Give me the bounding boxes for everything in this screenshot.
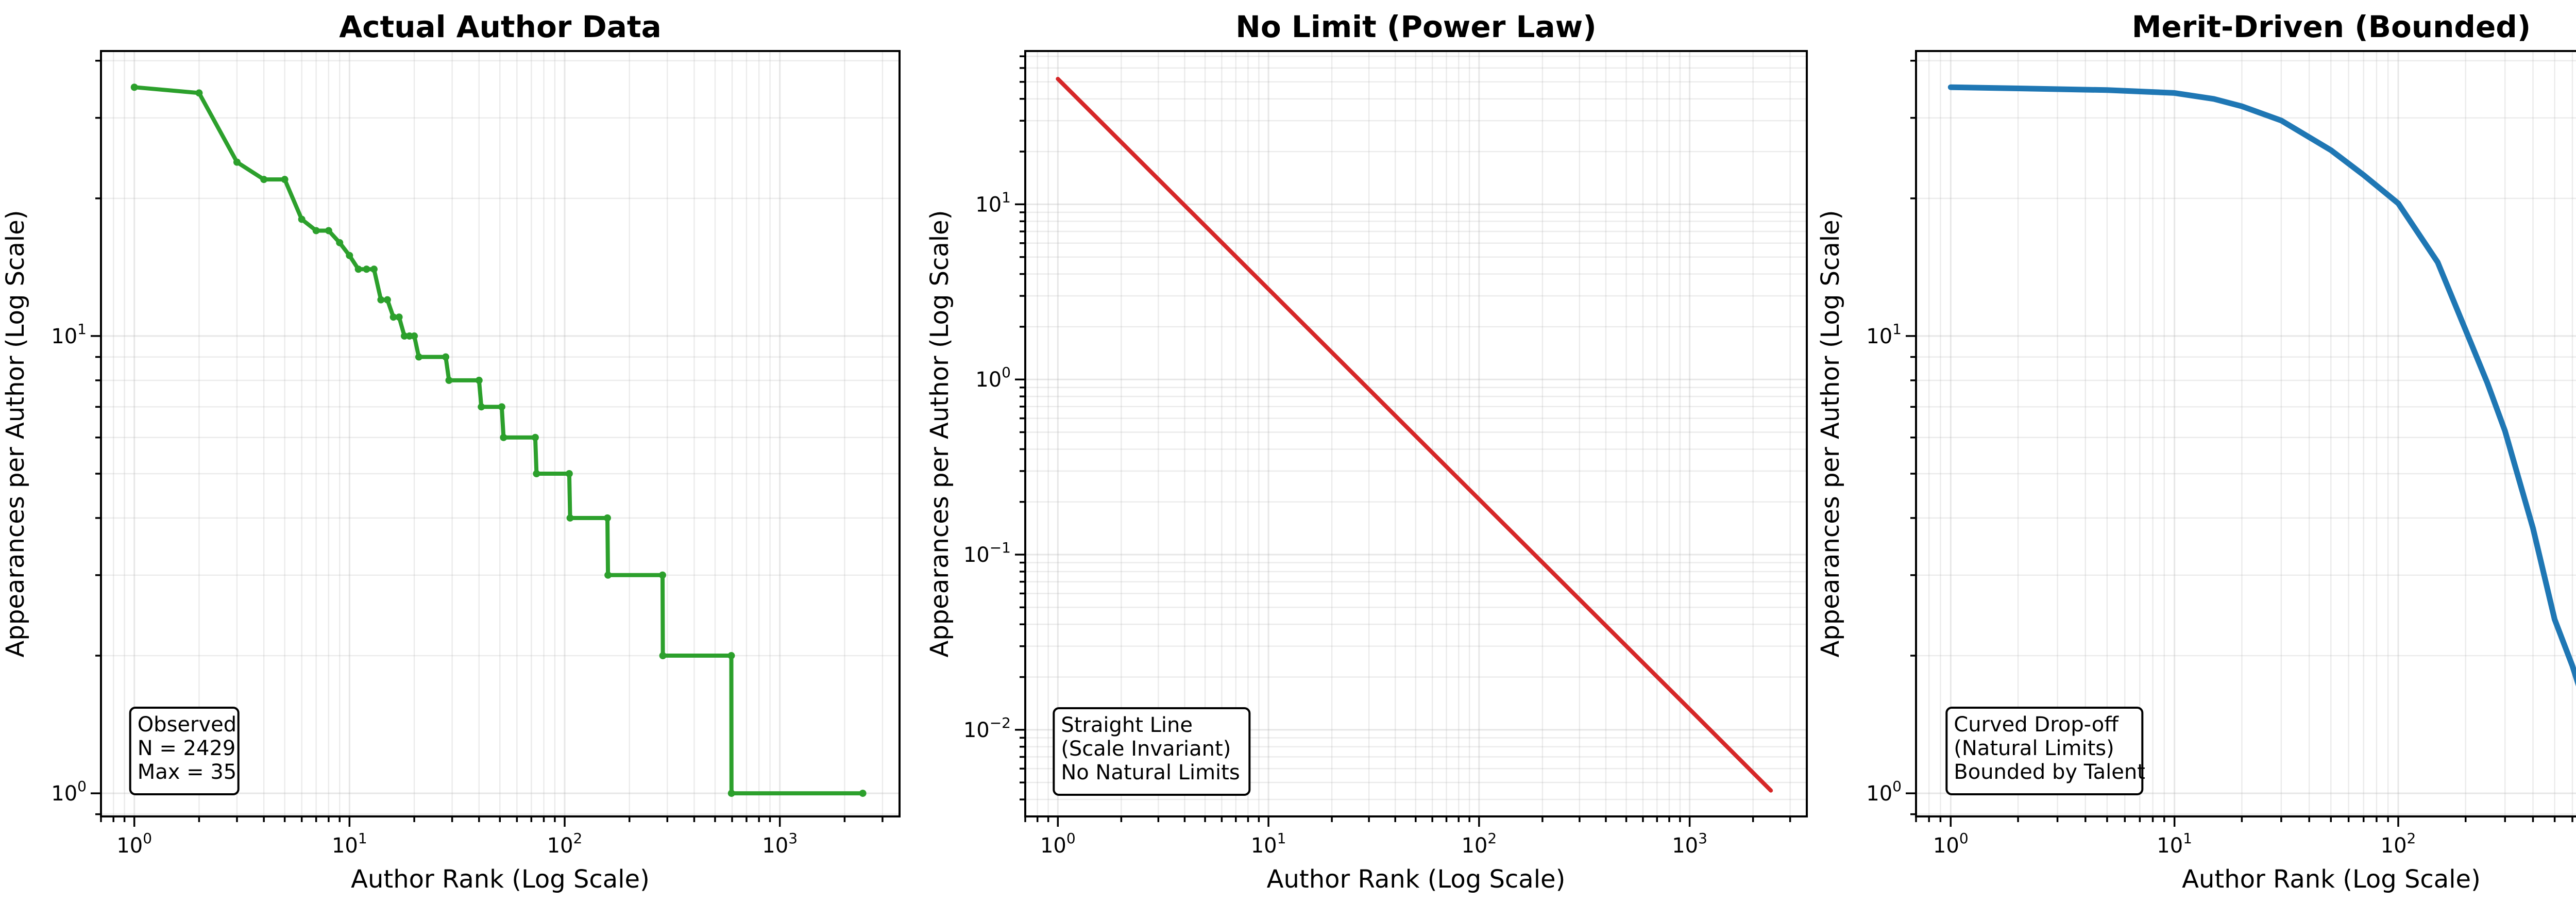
data-point	[260, 176, 268, 183]
x-tick-label: 101	[2157, 830, 2192, 858]
data-point	[565, 470, 573, 477]
x-tick-label: 103	[1672, 830, 1707, 858]
x-tick-label: 101	[332, 830, 367, 858]
y-tick-label: 10−2	[963, 714, 1011, 742]
grid	[100, 51, 900, 816]
data-point	[727, 652, 735, 660]
data-point	[377, 296, 385, 304]
x-axis-label: Author Rank (Log Scale)	[1267, 865, 1566, 894]
y-tick-label: 100	[1866, 778, 1902, 806]
x-tick-label: 100	[116, 830, 152, 858]
annotation-line: No Natural Limits	[1061, 761, 1240, 784]
y-tick-label: 10−1	[963, 539, 1011, 567]
chart-title: Merit-Driven (Bounded)	[2132, 9, 2531, 44]
axes-frame	[1024, 50, 1808, 817]
data-point	[363, 265, 370, 273]
data-point	[383, 296, 391, 304]
annotation-line: Bounded by Talent	[1954, 760, 2145, 784]
data-point	[281, 176, 289, 183]
x-tick-label: 101	[1251, 830, 1286, 858]
chart-title: Actual Author Data	[339, 9, 661, 44]
annotation-line: Max = 35	[138, 760, 237, 784]
data-point	[395, 313, 403, 321]
annotation-line: Observed	[138, 713, 236, 737]
panel-actual-author-data: Actual Author Data Author Rank (Log Scal…	[1, 9, 901, 894]
data-point	[233, 158, 241, 166]
data-point	[445, 376, 453, 384]
grid	[1915, 51, 2576, 816]
data-point	[604, 571, 612, 579]
data-line	[1056, 77, 1773, 793]
annotation-line: Straight Line	[1061, 713, 1193, 737]
data-point	[354, 265, 362, 273]
x-tick-label: 103	[762, 830, 798, 858]
data-point	[325, 227, 332, 235]
axes-frame	[100, 50, 901, 817]
data-line	[1947, 84, 2576, 687]
data-point	[603, 514, 611, 522]
data-point	[130, 83, 138, 91]
annotation-box: Straight Line(Scale Invariant)No Natural…	[1053, 707, 1251, 796]
data-point	[195, 89, 203, 97]
data-point	[500, 433, 507, 441]
data-point	[298, 215, 306, 223]
data-point	[659, 652, 667, 660]
data-point	[566, 514, 574, 522]
x-tick-label: 100	[1040, 830, 1076, 858]
data-point	[346, 252, 353, 259]
data-point	[336, 239, 344, 246]
chart-title: No Limit (Power Law)	[1235, 9, 1596, 44]
data-point	[859, 790, 867, 797]
y-axis-label: Appearances per Author (Log Scale)	[1, 210, 30, 658]
data-point	[531, 433, 539, 441]
y-tick-label: 101	[1866, 321, 1902, 348]
x-tick-label: 100	[1933, 830, 1969, 858]
data-point	[411, 332, 418, 340]
y-tick-label: 100	[975, 364, 1011, 392]
panel-no-limit-power-law: No Limit (Power Law) Author Rank (Log Sc…	[925, 9, 1808, 894]
data-line	[132, 85, 865, 796]
data-point	[658, 571, 666, 579]
data-point	[442, 353, 450, 361]
data-point	[312, 227, 320, 235]
x-tick-label: 102	[547, 830, 583, 858]
annotation-line: Curved Drop-off	[1954, 713, 2119, 737]
data-point	[415, 353, 422, 361]
data-point	[478, 403, 485, 411]
annotation-line: N = 2429	[138, 737, 236, 760]
axes-frame	[1915, 50, 2576, 817]
x-tick-label: 102	[1461, 830, 1497, 858]
annotation-line: (Natural Limits)	[1954, 737, 2114, 760]
data-point	[400, 332, 408, 340]
y-axis-label: Appearances per Author (Log Scale)	[925, 210, 954, 658]
data-point	[533, 470, 540, 477]
data-point	[475, 376, 483, 384]
y-tick-label: 101	[975, 189, 1011, 216]
x-axis-label: Author Rank (Log Scale)	[2182, 865, 2481, 894]
y-axis-label: Appearances per Author (Log Scale)	[1816, 210, 1845, 658]
panel-merit-driven-bounded: Merit-Driven (Bounded) Author Rank (Log …	[1816, 9, 2576, 894]
data-point	[389, 313, 397, 321]
data-point	[727, 790, 735, 797]
data-point	[370, 265, 378, 273]
annotation-box: Curved Drop-off(Natural Limits)Bounded b…	[1945, 707, 2145, 795]
y-tick-label: 101	[51, 321, 87, 348]
data-point	[498, 403, 505, 411]
x-axis-label: Author Rank (Log Scale)	[351, 865, 650, 894]
annotation-line: (Scale Invariant)	[1061, 737, 1231, 761]
x-tick-label: 102	[2381, 830, 2416, 858]
y-tick-label: 100	[51, 778, 87, 806]
